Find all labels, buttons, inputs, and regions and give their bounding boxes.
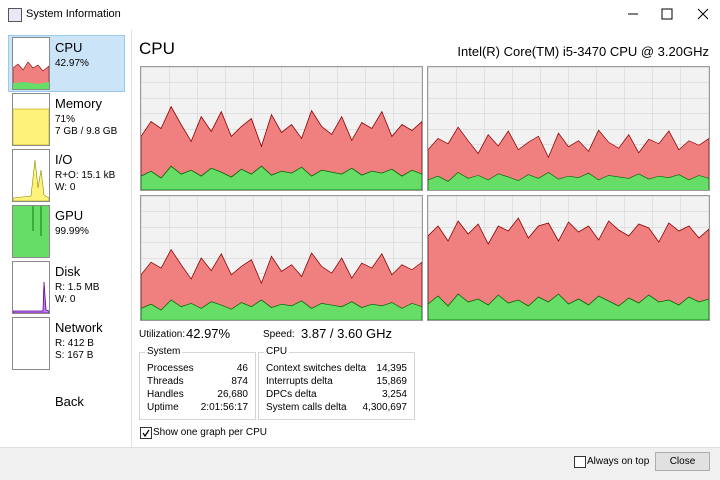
stat-label: Interrupts delta (266, 376, 333, 387)
utilization-label: Utilization: (139, 329, 186, 340)
sidebar-item-name: I/O (55, 152, 73, 167)
sidebar-thumbnail (12, 205, 50, 258)
sidebar-thumbnail (12, 93, 50, 146)
stat-label: DPCs delta (266, 389, 317, 400)
group-title: CPU (264, 346, 290, 357)
cpu-graph (427, 195, 710, 321)
stat-label: Processes (147, 363, 194, 374)
utilization-value: 42.97% (186, 326, 231, 341)
sidebar-item-name: CPU (55, 40, 83, 55)
stat-value: 15,869 (376, 376, 407, 387)
footer (0, 447, 720, 480)
sidebar-item-detail: 42.97% (55, 58, 89, 69)
cpu-group: CPU Context switches delta 14,395 Interrupt… (258, 346, 415, 420)
checkbox-label[interactable]: Always on top (587, 456, 650, 467)
processor-name: Intel(R) Core(TM) i5-3470 CPU @ 3.20GHz (457, 44, 709, 59)
stat-value: 2:01:56:17 (200, 402, 248, 413)
checkbox[interactable] (574, 456, 586, 468)
sidebar-thumbnail (12, 149, 50, 202)
sidebar-item-detail: 99.99% (55, 226, 89, 237)
sidebar-thumbnail (12, 37, 50, 90)
cpu-graph (140, 195, 423, 321)
back-link[interactable]: Back (55, 394, 84, 409)
sidebar-item-detail: W: 0 (55, 182, 76, 193)
sidebar-item-detail: R: 1.5 MB (55, 282, 100, 293)
stat-value: 14,395 (376, 363, 407, 374)
window-title: System Information (26, 8, 121, 20)
stat-value: 26,680 (217, 389, 248, 400)
stat-value: 3,254 (381, 389, 407, 400)
window-controls[interactable] (620, 0, 720, 28)
sidebar-item-name: GPU (55, 208, 84, 223)
graph (141, 196, 422, 321)
stat-value: 4,300,697 (362, 402, 408, 413)
sidebar-item-name: Disk (55, 264, 81, 279)
thumbnail-graph (13, 94, 49, 145)
sidebar-item-detail: 7 GB / 9.8 GB (55, 126, 118, 137)
sidebar-item-detail: 71% (55, 114, 76, 125)
thumbnail-graph (13, 318, 49, 369)
app-icon (8, 8, 22, 22)
graph (428, 67, 709, 191)
cpu-graph (140, 66, 423, 191)
checkbox[interactable] (140, 427, 152, 439)
graph (428, 196, 709, 320)
speed-label: Speed: (263, 329, 295, 340)
speed-value: 3.87 / 3.60 GHz (301, 326, 393, 341)
stat-value: 46 (236, 363, 248, 374)
stat-value: 874 (231, 376, 248, 387)
sidebar-item-name: Memory (55, 96, 102, 111)
sidebar-thumbnail (12, 261, 50, 314)
thumbnail-graph (13, 262, 49, 313)
close-button[interactable]: Close (655, 452, 710, 471)
stat-label: Handles (147, 389, 184, 400)
stat-label: Uptime (147, 402, 179, 413)
sidebar-item-name: Network (55, 320, 103, 335)
thumbnail-graph (13, 206, 49, 257)
sidebar-thumbnail (12, 317, 50, 370)
main-title: CPU (139, 39, 175, 58)
thumbnail-graph (13, 38, 49, 89)
group-title: System (145, 346, 183, 357)
sidebar-item-detail: R+O: 15.1 kB (55, 170, 116, 181)
stat-label: Threads (147, 376, 184, 387)
divider (131, 30, 132, 447)
thumbnail-graph (13, 150, 49, 201)
stat-label: Context switches delta (266, 363, 367, 374)
graph (141, 67, 422, 190)
sidebar-item-detail: R: 412 B (55, 338, 94, 349)
stat-label: System calls delta (266, 402, 347, 413)
checkbox-label[interactable]: Show one graph per CPU (153, 427, 267, 438)
system-group: System Processes 46 Threads 874 Handles 26,680… (139, 346, 256, 420)
sidebar-item-detail: W: 0 (55, 294, 76, 305)
sidebar-item-detail: S: 167 B (55, 350, 94, 361)
cpu-graph (427, 66, 710, 191)
